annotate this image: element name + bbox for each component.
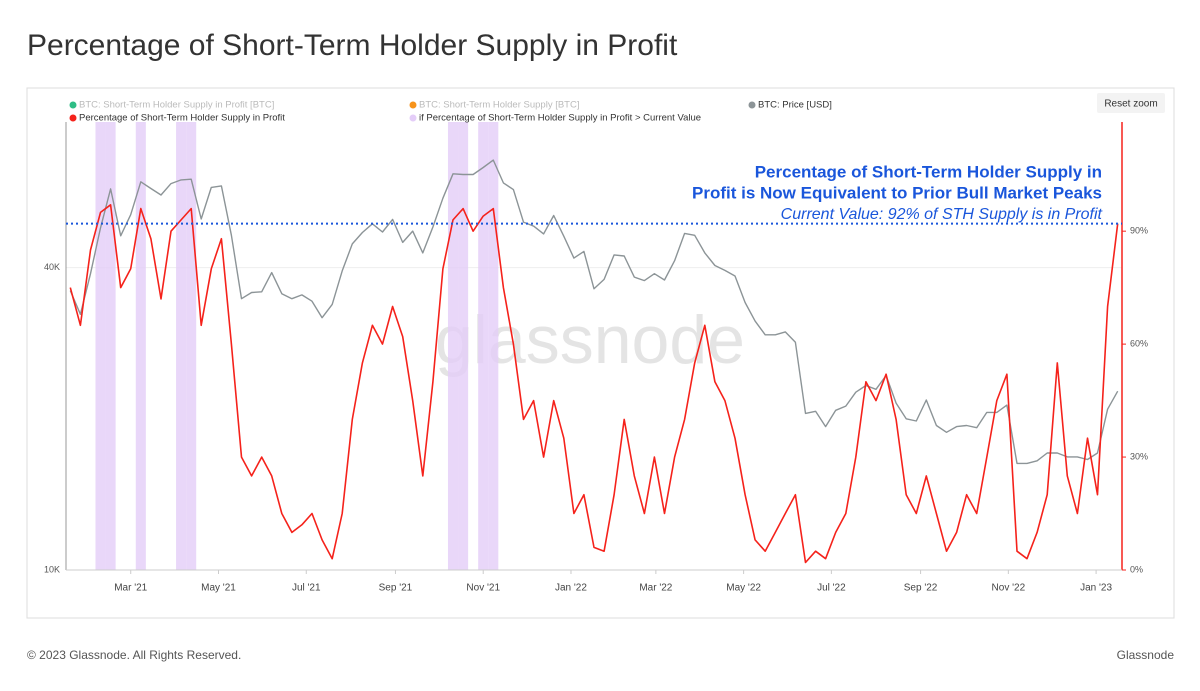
x-tick-label: Nov '21	[466, 583, 500, 594]
x-tick-label: Jan '23	[1080, 583, 1112, 594]
highlight-band	[186, 122, 197, 570]
highlight-band	[478, 122, 489, 570]
x-tick-label: Mar '22	[639, 583, 672, 594]
y2-tick-label: 30%	[1130, 451, 1148, 461]
highlight-band	[447, 122, 459, 570]
x-tick-label: Sep '22	[904, 583, 938, 594]
button-bg[interactable]	[1097, 93, 1165, 113]
chart-frame	[26, 87, 1175, 619]
legend-swatch	[69, 101, 77, 109]
y-tick-label: 40K	[44, 262, 60, 272]
legend-swatch	[409, 101, 417, 109]
legend-label: BTC: Short-Term Holder Supply in Profit …	[79, 100, 274, 111]
x-tick-label: Jan '22	[555, 583, 587, 594]
annotation-note: Current Value: 92% of STH Supply is in P…	[781, 206, 1103, 223]
page-title: Percentage of Short-Term Holder Supply i…	[27, 29, 678, 62]
series-line	[69, 204, 1119, 564]
reset-zoom-button[interactable]: Reset zoom	[1097, 93, 1165, 113]
y-tick-label: 10K	[44, 564, 60, 574]
button-label[interactable]: Reset zoom	[1104, 99, 1157, 110]
legend-label: BTC: Price [USD]	[758, 100, 832, 111]
series-line	[69, 159, 1119, 465]
highlight-band	[458, 122, 469, 570]
legend-swatch	[748, 101, 756, 109]
x-tick-label: Jul '22	[817, 583, 846, 594]
highlight-band	[95, 122, 106, 570]
x-tick-label: Nov '22	[992, 583, 1026, 594]
x-tick-label: Jul '21	[292, 583, 321, 594]
brand: Glassnode	[1117, 648, 1175, 662]
x-tick-label: May '22	[726, 583, 761, 594]
x-tick-label: Sep '21	[379, 583, 413, 594]
x-tick-label: May '21	[201, 583, 236, 594]
y2-tick-label: 90%	[1130, 226, 1148, 236]
highlight-band	[488, 122, 499, 570]
legend-swatch	[409, 114, 417, 122]
y2-tick-label: 60%	[1130, 338, 1148, 348]
highlight-band	[176, 122, 187, 570]
legend-label: Percentage of Short-Term Holder Supply i…	[79, 113, 285, 124]
legend-swatch	[69, 114, 77, 122]
annotation: Percentage of Short-Term Holder Supply i…	[755, 162, 1102, 181]
copyright: © 2023 Glassnode. All Rights Reserved.	[27, 648, 241, 662]
annotation: Profit is Now Equivalent to Prior Bull M…	[692, 183, 1102, 202]
y2-tick-label: 0%	[1130, 564, 1143, 574]
legend-label: BTC: Short-Term Holder Supply [BTC]	[419, 100, 580, 111]
highlight-band	[105, 122, 116, 570]
x-tick-label: Mar '21	[114, 583, 147, 594]
highlight-band	[135, 122, 146, 570]
legend-label: if Percentage of Short-Term Holder Suppl…	[419, 113, 701, 124]
